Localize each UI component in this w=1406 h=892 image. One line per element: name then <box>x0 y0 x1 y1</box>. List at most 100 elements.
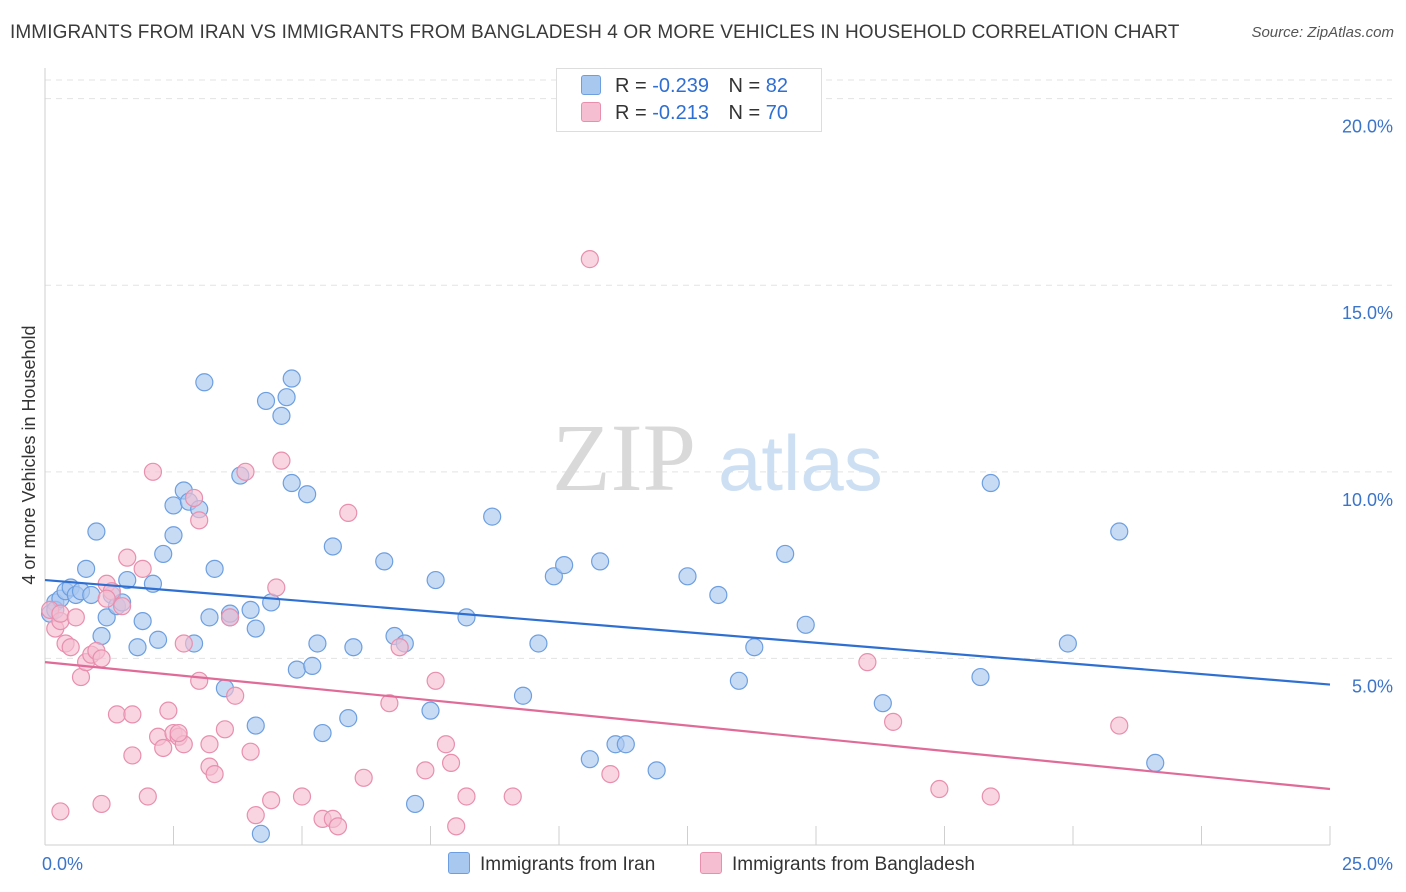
bangladesh-point <box>51 604 70 623</box>
y-axis-label: 4 or more Vehicles in Household <box>19 325 39 584</box>
watermark-atlas: atlas <box>718 419 883 507</box>
bangladesh-point <box>447 817 466 836</box>
bangladesh-point <box>61 638 80 657</box>
iran-point <box>205 559 224 578</box>
trend-lines <box>44 578 1331 791</box>
iran-point <box>591 552 610 571</box>
bangladesh-point <box>133 559 152 578</box>
iran-point <box>200 608 219 627</box>
iran-point <box>426 570 445 590</box>
bangladesh-point <box>92 649 111 668</box>
watermark-zip: ZIP <box>552 404 696 511</box>
iran-point <box>709 585 728 605</box>
legend-r-iran: -0.239 <box>652 75 709 97</box>
iran-point <box>128 638 147 657</box>
iran-point <box>164 496 183 515</box>
iran-point <box>118 570 137 590</box>
iran-point <box>282 369 301 388</box>
iran-point <box>195 373 214 392</box>
tick-labels: 5.0% 10.0% 15.0% 20.0% 0.0% 25.0% 4 or more Ve… <box>19 117 1393 874</box>
legend-n-label: N = <box>728 75 761 97</box>
bangladesh-point <box>154 738 173 758</box>
iran-point <box>251 824 270 843</box>
bangladesh-point <box>107 705 127 724</box>
iran-point <box>277 388 296 407</box>
watermark: ZIP atlas <box>552 404 883 511</box>
iran-point <box>729 671 749 690</box>
bangladesh-point <box>220 608 240 627</box>
bangladesh-point <box>292 787 312 806</box>
bangladesh-point <box>184 488 204 508</box>
iran-trend-line <box>44 578 1331 686</box>
bangladesh-point <box>159 701 178 720</box>
chart-title: IMMIGRANTS FROM IRAN VS IMMIGRANTS FROM … <box>10 22 1180 43</box>
bangladesh-point <box>1110 716 1129 735</box>
bangladesh-point <box>580 250 599 269</box>
bangladesh-point <box>457 787 476 806</box>
legend-r-bangladesh: -0.213 <box>652 102 709 124</box>
legend-n-iran: 82 <box>765 75 789 97</box>
bangladesh-point <box>436 735 456 754</box>
bangladesh-point <box>441 753 461 773</box>
bangladesh-point <box>143 462 163 481</box>
iran-point <box>164 526 183 545</box>
iran-point <box>133 611 152 631</box>
iran-point <box>981 473 1000 493</box>
iran-point <box>241 600 260 620</box>
iran-point <box>298 485 317 504</box>
iran-point <box>272 406 291 425</box>
iran-point <box>971 667 990 687</box>
iran-point <box>313 723 332 743</box>
bangladesh-trend-line <box>44 661 1331 791</box>
bangladesh-point <box>858 653 877 672</box>
bangladesh-point <box>123 746 142 765</box>
bangladesh-point <box>205 764 224 784</box>
bangladesh-point <box>123 705 142 724</box>
bangladesh-point <box>601 764 620 784</box>
iran-point <box>287 660 306 679</box>
iran-point <box>148 630 168 649</box>
bottom-legend-iran: Immigrants from Iran <box>448 852 655 876</box>
bangladesh-point <box>354 768 373 787</box>
legend-row-bangladesh: R = -0.213 N = 70 <box>581 102 788 126</box>
bangladesh-point <box>883 712 903 731</box>
iran-point <box>555 556 574 575</box>
bottom-legend: Immigrants from Iran Immigrants from Ban… <box>0 852 1406 878</box>
bangladesh-point <box>981 787 1000 806</box>
bottom-legend-bangladesh: Immigrants from Bangladesh <box>700 852 975 876</box>
bangladesh-point <box>426 671 445 690</box>
iran-point <box>82 585 101 605</box>
bangladesh-point <box>241 742 260 761</box>
iran-point <box>745 638 764 657</box>
legend-row-iran: R = -0.239 N = 82 <box>581 75 788 99</box>
iran-point <box>77 559 96 578</box>
bangladesh-point <box>174 634 193 653</box>
source-credit: Source: ZipAtlas.com <box>1251 24 1394 41</box>
iran-point <box>375 552 394 571</box>
bottom-legend-swatch-iran <box>448 852 470 874</box>
bangladesh-point <box>190 671 209 690</box>
iran-point <box>323 537 342 556</box>
bangladesh-point <box>118 548 137 567</box>
iran-point <box>1058 634 1077 653</box>
iran-point <box>544 567 563 586</box>
bangladesh-point <box>503 787 522 806</box>
iran-point <box>154 544 173 564</box>
iran-point <box>776 544 795 564</box>
bangladesh-point <box>262 791 281 810</box>
gridlines <box>45 79 1392 659</box>
bangladesh-point <box>416 761 435 780</box>
bangladesh-point <box>215 720 234 739</box>
bangladesh-point <box>169 723 188 743</box>
y-tick-label: 5.0% <box>1352 676 1393 696</box>
bottom-legend-label-bangladesh: Immigrants from Bangladesh <box>732 854 975 875</box>
iran-point <box>344 638 363 657</box>
iran-point <box>483 507 502 526</box>
x-tick-label: 25.0% <box>1342 854 1393 874</box>
legend: R = -0.239 N = 82 R = -0.213 N = 70 <box>556 68 822 132</box>
iran-point <box>87 522 106 541</box>
bottom-legend-swatch-bangladesh <box>700 852 722 874</box>
iran-point <box>647 761 666 780</box>
iran-point <box>796 615 815 634</box>
